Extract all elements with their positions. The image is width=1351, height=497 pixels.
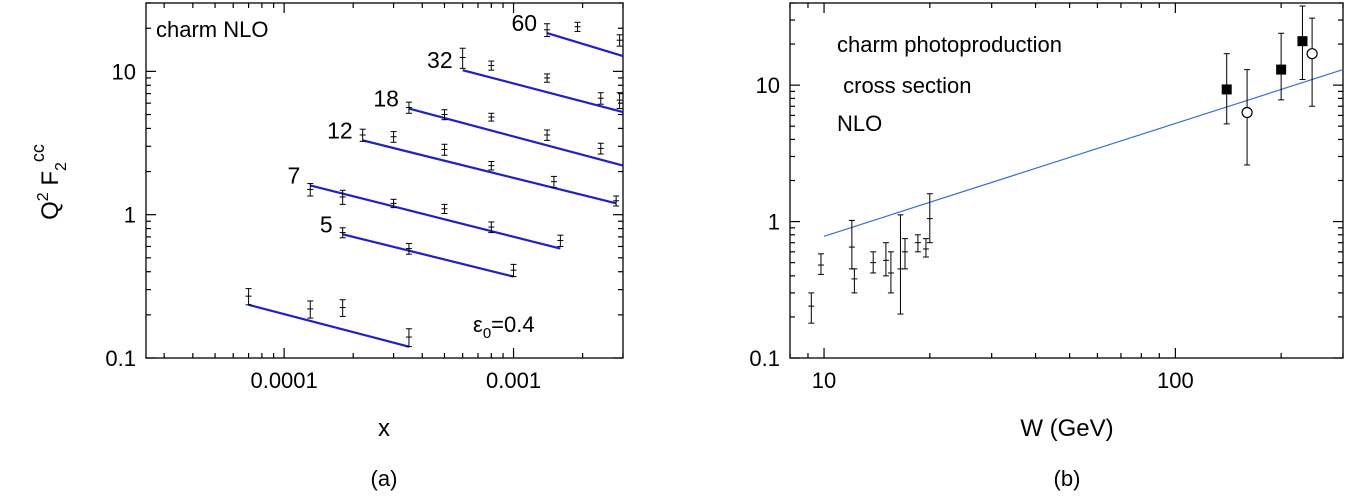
panel-b-panel-label: (b) <box>1054 466 1081 491</box>
y-tick-label: 0.1 <box>749 346 780 371</box>
panel-b-fit-line <box>823 69 1344 237</box>
x-tick-label: 0.0001 <box>250 368 317 393</box>
q2-label: 18 <box>373 86 399 112</box>
panel-a-annotation-epsilon: ε0=0.4 <box>473 312 535 342</box>
panel-a-data-points <box>245 21 623 348</box>
q2-label: 7 <box>287 162 300 188</box>
open-circle-point <box>1306 48 1318 60</box>
panel-a-xlabel: x <box>378 415 390 442</box>
panel-b-ticks: 10 100 0.1 1 10 <box>749 2 1344 393</box>
panel-a-ylabel: Q2 F2cc <box>28 144 70 220</box>
y-tick-label: 10 <box>756 73 780 98</box>
q2-label: 32 <box>427 47 453 73</box>
y-tick-label: 0.1 <box>105 346 136 371</box>
fit-line <box>342 233 514 278</box>
filled-square-point <box>1297 36 1308 47</box>
x-tick-label: 100 <box>1157 368 1194 393</box>
panel-b-annotation-line3: NLO <box>837 111 882 136</box>
panel-b: 10 100 0.1 1 10 charm photoproduction cross … <box>749 2 1344 491</box>
panel-b-annotation-line2: cross section <box>837 73 972 98</box>
open-circle-point <box>1241 106 1253 119</box>
panel-a-frame <box>145 2 624 359</box>
fit-line <box>362 139 617 205</box>
panel-b-data-points <box>808 5 1318 324</box>
panel-a-ticks: 0.0001 0.001 0.1 1 10 <box>105 2 624 393</box>
filled-square-point <box>1221 84 1232 95</box>
fit-line <box>462 69 624 114</box>
q2-label: 60 <box>511 10 537 36</box>
fit-line <box>823 69 1344 237</box>
panel-b-annotation-line1: charm photoproduction <box>837 32 1062 57</box>
panel-a-panel-label: (a) <box>371 466 398 491</box>
fit-line <box>546 32 624 58</box>
x-tick-label: 10 <box>812 368 836 393</box>
y-tick-label: 1 <box>124 203 136 228</box>
q2-label: 5 <box>320 211 333 237</box>
panel-a-q2-labels: 57 12 18 32 60 <box>287 10 537 237</box>
q2-label: 12 <box>327 117 353 143</box>
fit-line <box>408 107 624 167</box>
panel-a-annotation-title: charm NLO <box>156 17 268 42</box>
panel-a: 0.0001 0.001 0.1 1 10 57 12 18 32 60 charm NLO ε… <box>28 2 624 491</box>
fit-line <box>248 303 410 348</box>
panel-b-xlabel: W (GeV) <box>1020 415 1113 442</box>
fit-line <box>309 184 561 250</box>
y-tick-label: 1 <box>768 210 780 235</box>
panel-a-fit-lines <box>248 32 624 348</box>
x-tick-label: 0.001 <box>486 368 541 393</box>
y-tick-label: 10 <box>112 59 136 84</box>
filled-square-point <box>1276 64 1287 75</box>
